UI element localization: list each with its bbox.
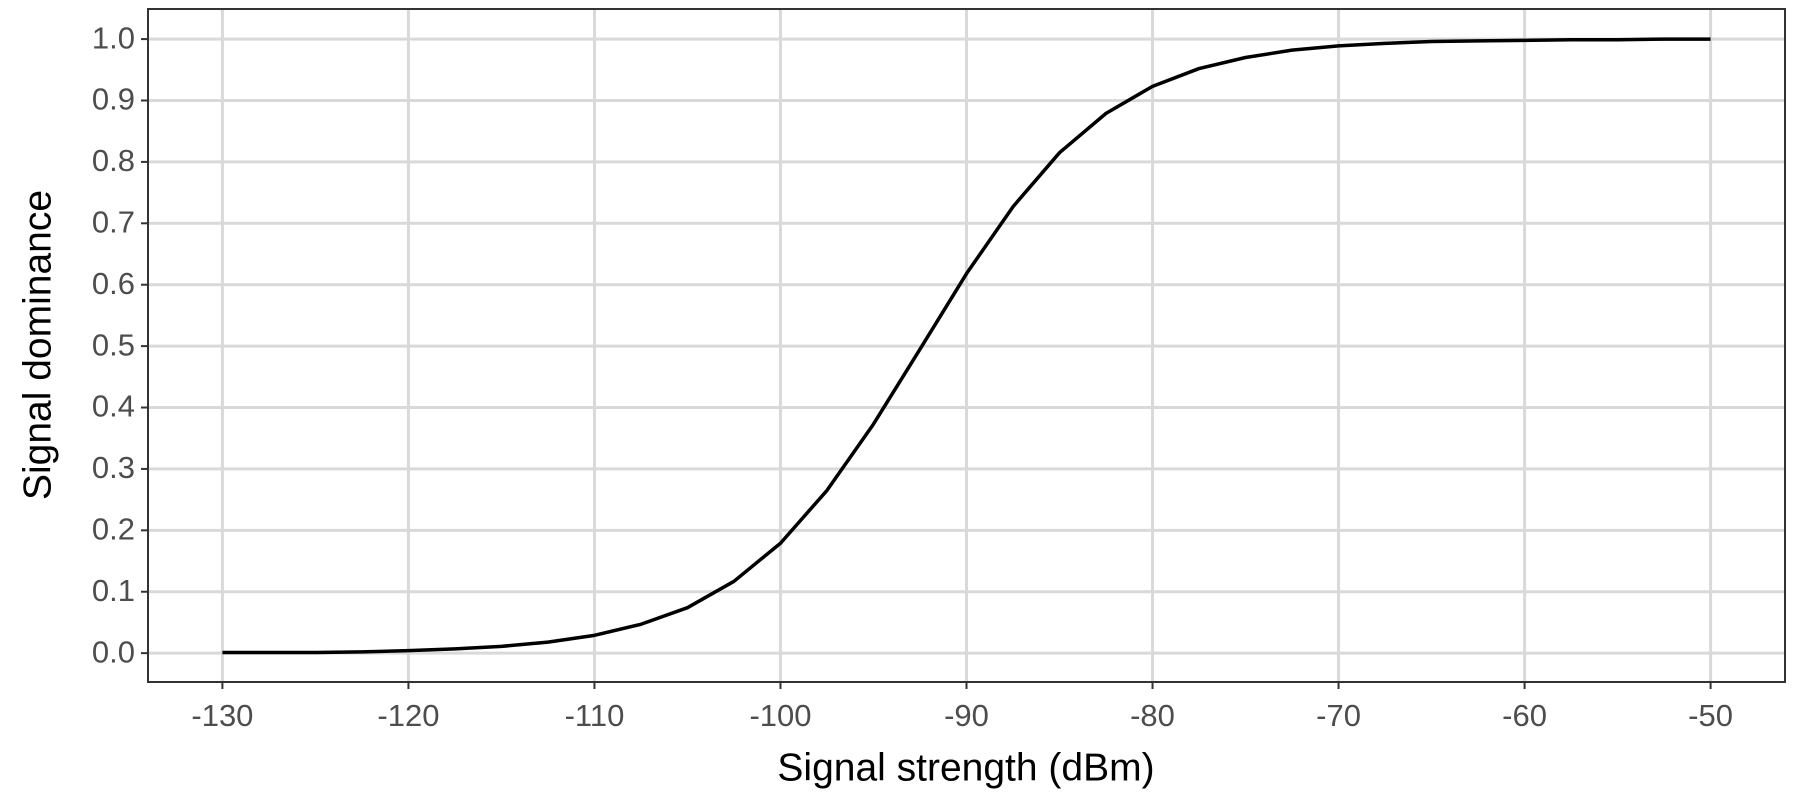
y-tick-label: 0.9 xyxy=(92,82,135,117)
y-tick-label: 0.8 xyxy=(92,143,135,178)
x-tick-label: -90 xyxy=(944,698,989,733)
x-tick-label: -80 xyxy=(1130,698,1175,733)
x-tick-label: -120 xyxy=(377,698,439,733)
y-axis-title: Signal dominance xyxy=(16,190,59,500)
x-tick-label: -50 xyxy=(1688,698,1733,733)
y-tick-label: 1.0 xyxy=(92,20,135,55)
y-tick-label: 0.4 xyxy=(92,389,135,424)
y-tick-label: 0.3 xyxy=(92,450,135,485)
line xyxy=(222,37,1711,655)
x-tick-label: -110 xyxy=(565,698,625,733)
y-tick-label: 0.7 xyxy=(92,204,135,239)
y-tick-label: 0.6 xyxy=(92,266,135,301)
y-tick-label: 0.5 xyxy=(92,327,135,362)
x-tick-label: -100 xyxy=(749,698,811,733)
y-tick-label: 0.0 xyxy=(92,634,135,669)
x-tick-label: -70 xyxy=(1316,698,1361,733)
x-tick-label: -60 xyxy=(1502,698,1547,733)
y-tick-label: 0.1 xyxy=(92,573,135,608)
panel-border xyxy=(147,8,1786,683)
x-axis-title: Signal strength (dBm) xyxy=(777,746,1154,789)
x-tick-label: -130 xyxy=(191,698,253,733)
y-tick-label: 0.2 xyxy=(92,512,135,547)
